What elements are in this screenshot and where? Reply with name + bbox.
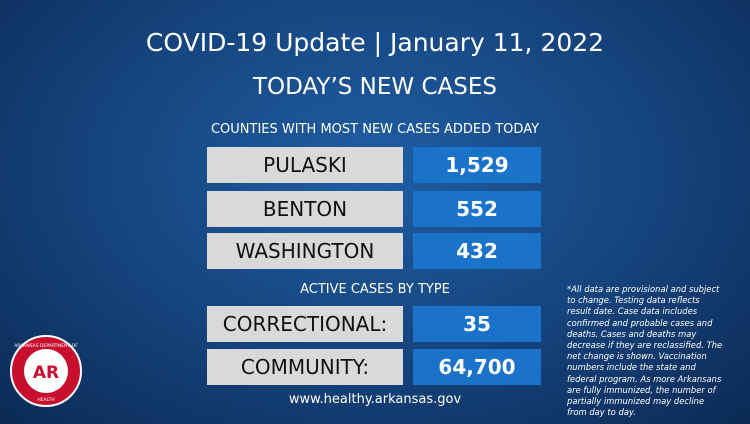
- section-heading: COUNTIES WITH MOST NEW CASES ADDED TODAY: [210, 122, 540, 137]
- logo-top: ARKANSAS DEPARTMENT OF: [14, 343, 78, 349]
- disclaimer: *All data are provisional and subject to…: [567, 284, 723, 418]
- logo-mark: AR: [33, 363, 59, 383]
- title-line: COVID-19 Update | January 11, 2022: [0, 28, 750, 57]
- row-value: 432: [413, 233, 541, 269]
- logo-center: [24, 349, 68, 393]
- subtitle: TODAY’S NEW CASES: [253, 74, 497, 100]
- date: January 11, 2022: [390, 28, 605, 57]
- row-label: COMMUNITY:: [207, 349, 403, 385]
- section-heading: ACTIVE CASES BY TYPE: [300, 282, 450, 297]
- row-value: 64,700: [413, 349, 541, 385]
- row-value: 1,529: [413, 147, 541, 183]
- logo: ARKANSAS DEPARTMENT OF AR HEALTH: [10, 335, 82, 407]
- row-label: WASHINGTON: [207, 233, 403, 269]
- row-label: BENTON: [207, 191, 403, 227]
- row-label: PULASKI: [207, 147, 403, 183]
- separator: |: [373, 28, 383, 57]
- url: www.healthy.arkansas.gov: [288, 392, 462, 407]
- logo-bottom: HEALTH: [37, 397, 54, 403]
- row-value: 552: [413, 191, 541, 227]
- row-label: CORRECTIONAL:: [207, 306, 403, 342]
- title: COVID-19 Update: [145, 28, 366, 57]
- row-value: 35: [413, 306, 541, 342]
